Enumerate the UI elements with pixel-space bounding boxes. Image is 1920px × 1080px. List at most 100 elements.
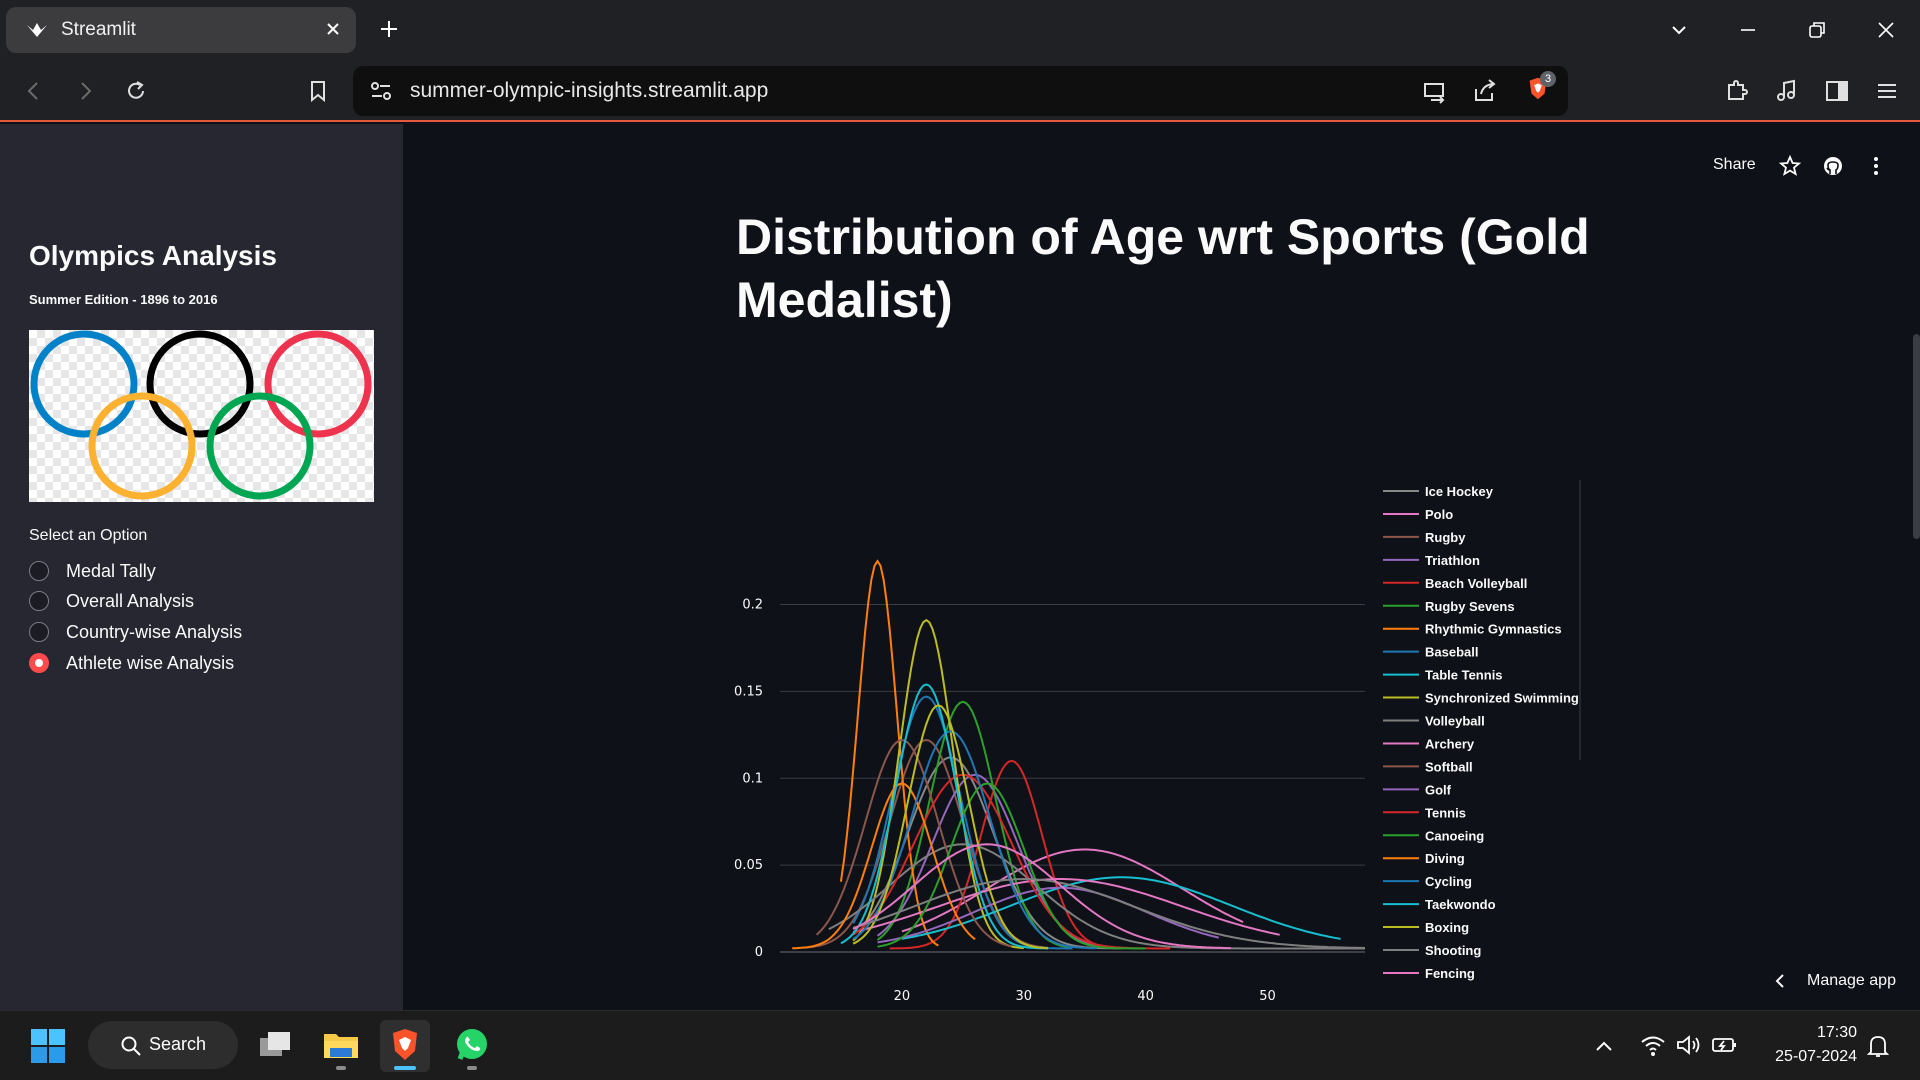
show-hidden-icons-chevron-icon[interactable] bbox=[1593, 1035, 1615, 1057]
radio-circle-icon[interactable] bbox=[29, 591, 49, 611]
age-distribution-chart[interactable]: 0 0.05 0.1 0.15 0.2 20 30 40 50 Ice Hockey Polo R… bbox=[320, 340, 1600, 1010]
legend-label: Rhythmic Gymnastics bbox=[1425, 622, 1562, 637]
legend-label: Diving bbox=[1425, 851, 1465, 866]
shield-badge: 3 bbox=[1540, 71, 1556, 87]
legend-item[interactable]: Golf bbox=[1383, 782, 1452, 797]
legend-item[interactable]: Polo bbox=[1383, 507, 1453, 522]
series-line[interactable] bbox=[852, 618, 1024, 950]
manage-app-button[interactable]: Manage app bbox=[1773, 972, 1896, 990]
legend-item[interactable]: Boxing bbox=[1383, 920, 1469, 935]
series-line[interactable] bbox=[877, 886, 1220, 944]
taskbar: Search bbox=[0, 1010, 1920, 1080]
chart-legend[interactable]: Ice Hockey Polo Rugby Triathlon Beach Volley… bbox=[1383, 480, 1581, 981]
legend-item[interactable]: Rugby bbox=[1383, 530, 1466, 545]
series-line[interactable] bbox=[839, 559, 939, 947]
series-line[interactable] bbox=[877, 782, 1146, 950]
sidebar-toggle-icon[interactable] bbox=[1823, 77, 1851, 105]
cast-icon[interactable] bbox=[1421, 77, 1449, 105]
site-settings-icon[interactable] bbox=[367, 77, 395, 105]
radio-selected-icon[interactable] bbox=[29, 653, 49, 673]
notification-bell-icon[interactable] bbox=[1866, 1033, 1890, 1059]
restore-icon[interactable] bbox=[1805, 18, 1829, 42]
forward-icon[interactable] bbox=[71, 77, 99, 105]
address-bar[interactable]: summer-olympic-insights.streamlit.app 3 bbox=[353, 66, 1568, 116]
legend-item[interactable]: Taekwondo bbox=[1383, 897, 1496, 912]
brave-taskbar-button[interactable] bbox=[380, 1020, 430, 1072]
legend-item[interactable]: Softball bbox=[1383, 759, 1473, 774]
legend-item[interactable]: Archery bbox=[1383, 736, 1475, 751]
series-line[interactable] bbox=[889, 759, 1122, 950]
media-icon[interactable] bbox=[1773, 77, 1801, 105]
series-line[interactable] bbox=[852, 730, 1097, 950]
github-icon[interactable] bbox=[1821, 154, 1845, 178]
series-line[interactable] bbox=[876, 773, 1122, 949]
reload-icon[interactable] bbox=[122, 77, 150, 105]
radio-medal-tally[interactable]: Medal Tally bbox=[29, 558, 156, 584]
more-vertical-icon[interactable] bbox=[1864, 154, 1888, 178]
legend-item[interactable]: Synchronized Swimming bbox=[1383, 691, 1579, 706]
legend-item[interactable]: Volleyball bbox=[1383, 714, 1485, 729]
legend-item[interactable]: Ice Hockey bbox=[1383, 484, 1494, 499]
battery-charging-icon[interactable] bbox=[1710, 1033, 1740, 1057]
series-line[interactable] bbox=[815, 738, 1012, 948]
tab-title: Streamlit bbox=[61, 19, 136, 40]
legend-item[interactable]: Beach Volleyball bbox=[1383, 576, 1527, 591]
legend-item[interactable]: Table Tennis bbox=[1383, 668, 1503, 683]
bookmark-icon[interactable] bbox=[304, 77, 332, 105]
browser-tab[interactable]: Streamlit bbox=[6, 7, 356, 53]
file-explorer-button[interactable] bbox=[316, 1020, 366, 1072]
radio-country-wise-analysis[interactable]: Country-wise Analysis bbox=[29, 619, 242, 645]
volume-icon[interactable] bbox=[1675, 1033, 1703, 1057]
whatsapp-taskbar-button[interactable] bbox=[447, 1020, 497, 1072]
minimize-icon[interactable] bbox=[1736, 18, 1760, 42]
tab-search-chevron-icon[interactable] bbox=[1667, 18, 1691, 42]
taskbar-clock[interactable]: 17:30 25-07-2024 bbox=[1775, 1021, 1857, 1069]
task-view-button[interactable] bbox=[250, 1020, 300, 1072]
windows-start-icon[interactable] bbox=[30, 1028, 66, 1064]
legend-item[interactable]: Rugby Sevens bbox=[1383, 599, 1515, 614]
menu-icon[interactable] bbox=[1873, 77, 1901, 105]
series-line[interactable] bbox=[852, 843, 1231, 950]
sidebar-title: Olympics Analysis bbox=[29, 240, 277, 271]
series-line[interactable] bbox=[852, 773, 1170, 950]
radio-label: Medal Tally bbox=[66, 560, 156, 581]
active-indicator bbox=[394, 1066, 416, 1070]
radio-athlete-wise-analysis[interactable]: Athlete wise Analysis bbox=[29, 650, 234, 676]
legend-item[interactable]: Shooting bbox=[1383, 943, 1481, 958]
series-line[interactable] bbox=[828, 843, 1365, 950]
x-tick-label: 30 bbox=[1015, 989, 1032, 1004]
scrollbar-thumb[interactable] bbox=[1913, 334, 1920, 539]
star-icon[interactable] bbox=[1778, 154, 1802, 178]
share-button[interactable]: Share bbox=[1713, 156, 1756, 173]
series-line[interactable] bbox=[840, 683, 1049, 950]
radio-overall-analysis[interactable]: Overall Analysis bbox=[29, 588, 194, 614]
legend-label: Fencing bbox=[1425, 966, 1475, 981]
url-text[interactable]: summer-olympic-insights.streamlit.app bbox=[410, 79, 769, 102]
radio-label: Overall Analysis bbox=[66, 590, 195, 611]
close-window-icon[interactable] bbox=[1874, 18, 1898, 42]
legend-item[interactable]: Baseball bbox=[1383, 645, 1478, 660]
tab-close-icon[interactable] bbox=[322, 18, 344, 40]
share-page-icon[interactable] bbox=[1471, 77, 1499, 105]
legend-item[interactable]: Fencing bbox=[1383, 966, 1475, 981]
brave-browser-icon bbox=[393, 1029, 417, 1060]
series-line[interactable] bbox=[792, 782, 976, 950]
taskbar-search[interactable]: Search bbox=[88, 1021, 238, 1069]
legend-item[interactable]: Cycling bbox=[1383, 874, 1472, 889]
legend-label: Rugby bbox=[1425, 530, 1466, 545]
back-icon[interactable] bbox=[20, 77, 48, 105]
series-line[interactable] bbox=[852, 877, 1366, 949]
y-tick-label: 0 bbox=[755, 945, 763, 960]
legend-item[interactable]: Diving bbox=[1383, 851, 1465, 866]
legend-item[interactable]: Triathlon bbox=[1383, 553, 1480, 568]
radio-circle-icon[interactable] bbox=[29, 561, 49, 581]
legend-item[interactable]: Tennis bbox=[1383, 805, 1466, 820]
radio-circle-icon[interactable] bbox=[29, 622, 49, 642]
running-indicator bbox=[467, 1066, 477, 1070]
legend-item[interactable]: Canoeing bbox=[1383, 828, 1484, 843]
wifi-icon[interactable] bbox=[1640, 1033, 1666, 1057]
series-line[interactable] bbox=[852, 704, 1049, 950]
legend-item[interactable]: Rhythmic Gymnastics bbox=[1383, 622, 1562, 637]
new-tab-icon[interactable] bbox=[378, 18, 400, 40]
extensions-icon[interactable] bbox=[1723, 77, 1751, 105]
